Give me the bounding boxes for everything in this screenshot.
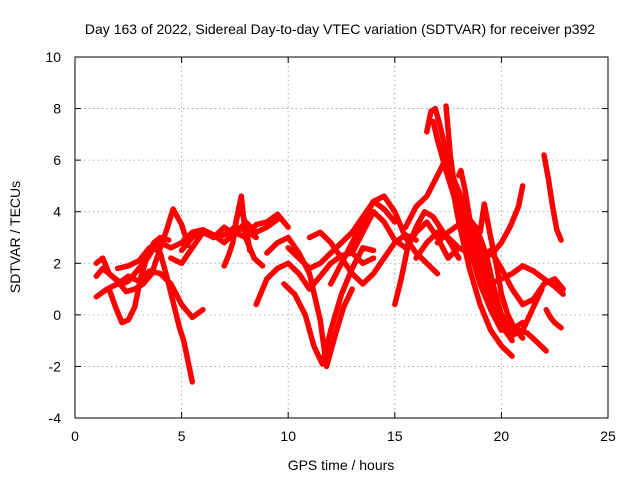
x-tick-label: 0	[71, 428, 79, 444]
series-arc-26	[477, 247, 566, 308]
series-arc-09	[230, 206, 253, 254]
series-arc-22	[443, 103, 515, 344]
data-series	[93, 103, 566, 385]
series-arc-29	[543, 306, 564, 331]
y-tick-label: -4	[49, 410, 62, 426]
series-arc-03	[93, 268, 206, 321]
x-tick-label: 15	[387, 428, 403, 444]
axis-tick-labels: 0 5 10 15 20 25 -4 -2 0 2 4 6 8 10	[45, 49, 616, 444]
series-arc-04	[106, 234, 172, 326]
series-arc-11	[264, 234, 355, 370]
y-tick-label: 2	[53, 255, 61, 271]
axis-ticks	[74, 56, 609, 419]
x-tick-label: 5	[178, 428, 186, 444]
plot-frame	[74, 56, 609, 419]
series-arc-28	[541, 152, 564, 243]
chart-title: Day 163 of 2022, Sidereal Day-to-day VTE…	[85, 21, 595, 37]
y-tick-label: 0	[53, 307, 61, 323]
series-arc-27	[481, 183, 526, 261]
series-arc-12	[281, 245, 377, 367]
x-tick-label: 25	[600, 428, 616, 444]
x-axis-label: GPS time / hours	[288, 457, 395, 473]
y-tick-label: 6	[53, 152, 61, 168]
y-axis-label: SDTVAR / TECUs	[7, 181, 23, 293]
series-arc-06	[168, 216, 281, 267]
x-tick-label: 10	[280, 428, 296, 444]
series-arc-08	[221, 193, 266, 269]
y-tick-label: 10	[45, 49, 61, 65]
series-arc-21	[430, 118, 505, 334]
series-arc-24	[434, 216, 545, 339]
y-tick-label: 4	[53, 204, 61, 220]
y-tick-label: -2	[49, 358, 62, 374]
x-tick-label: 20	[494, 428, 510, 444]
series-arc-13	[285, 198, 398, 272]
y-tick-label: 8	[53, 101, 61, 117]
